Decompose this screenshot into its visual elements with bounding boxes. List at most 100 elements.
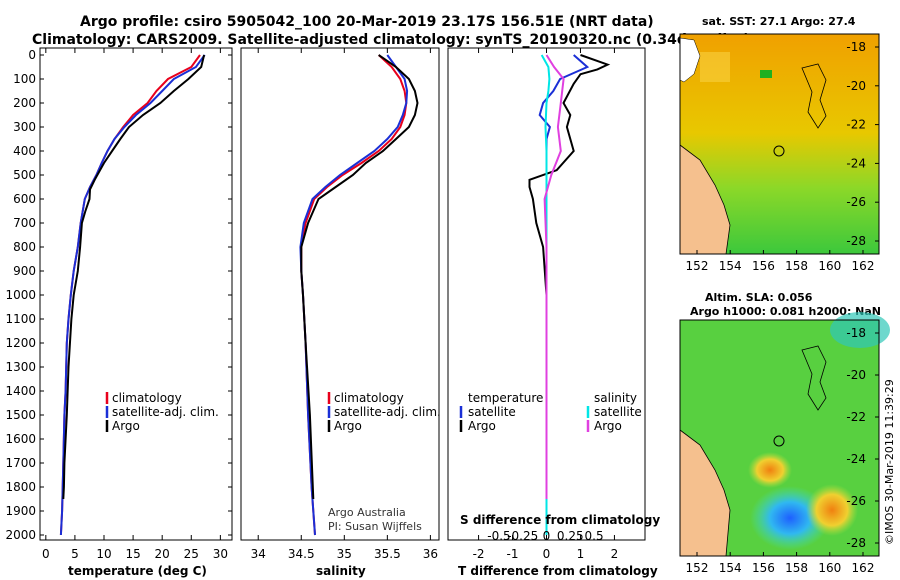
difference-legend: temperature satellite Argo salinity sate… bbox=[459, 391, 642, 433]
lat-tick-label: -20 bbox=[846, 368, 866, 382]
sst-map: sat. SST: 27.1 Argo: 27.4 -18 -20 -22 -24 -2… bbox=[679, 15, 880, 273]
x-tick-label: 2 bbox=[611, 547, 619, 561]
legend-temperature-title: temperature bbox=[468, 391, 543, 405]
legend-s-satellite-label: satellite bbox=[594, 405, 642, 419]
temperature-x-ticks: 0 5 10 15 20 25 30 bbox=[42, 48, 228, 561]
lat-tick-label: -28 bbox=[846, 234, 866, 248]
sla-high-anomaly bbox=[806, 484, 858, 536]
x-tick-label: 0 bbox=[543, 547, 551, 561]
depth-tick-label: 900 bbox=[13, 264, 36, 278]
sla-reef-contour bbox=[801, 345, 827, 411]
x-tick-label: 0 bbox=[42, 547, 50, 561]
sla-map-title-1: Altim. SLA: 0.056 bbox=[705, 291, 813, 304]
sla-map-title-2: Argo h1000: 0.081 h2000: NaN bbox=[690, 305, 881, 318]
lon-tick-label: 156 bbox=[752, 259, 775, 273]
depth-tick-label: 1600 bbox=[5, 432, 36, 446]
depth-tick-label: 1800 bbox=[5, 480, 36, 494]
s-diff-tick-label: 0 bbox=[543, 529, 551, 543]
depth-tick-label: 1100 bbox=[5, 312, 36, 326]
sst-lon-ticks: 152 154 156 158 160 162 bbox=[686, 250, 875, 273]
lon-tick-label: 154 bbox=[719, 561, 742, 575]
lon-tick-label: 158 bbox=[785, 259, 808, 273]
lon-tick-label: 156 bbox=[752, 561, 775, 575]
sla-cool-patch bbox=[830, 312, 890, 348]
title-line-1: Argo profile: csiro 5905042_100 20-Mar-2… bbox=[80, 14, 654, 30]
lat-tick-label: -22 bbox=[846, 118, 866, 132]
x-tick-label: -1 bbox=[507, 547, 519, 561]
lon-tick-label: 152 bbox=[686, 259, 709, 273]
sla-argo-location bbox=[773, 435, 785, 447]
legend-argo-label: Argo bbox=[334, 419, 362, 433]
x-tick-label: 36 bbox=[423, 547, 438, 561]
x-tick-label: 5 bbox=[71, 547, 79, 561]
lon-tick-label: 152 bbox=[686, 561, 709, 575]
legend-t-satellite-label: satellite bbox=[468, 405, 516, 419]
credit-pi: PI: Susan Wijffels bbox=[328, 520, 422, 533]
series-line-satellite-adj-clim- bbox=[59, 54, 206, 536]
legend-s-argo-label: Argo bbox=[594, 419, 622, 433]
depth-tick-label: 1200 bbox=[5, 336, 36, 350]
x-tick-label: 10 bbox=[96, 547, 111, 561]
x-tick-label: 20 bbox=[155, 547, 170, 561]
lat-tick-label: -20 bbox=[846, 79, 866, 93]
depth-tick-label: 1500 bbox=[5, 408, 36, 422]
sla-map: Altim. SLA: 0.056 Argo h1000: 0.081 h200… bbox=[679, 291, 890, 575]
sst-argo-location bbox=[773, 145, 785, 157]
temperature-xlabel: temperature (deg C) bbox=[68, 564, 207, 578]
depth-tick-label: 100 bbox=[13, 72, 36, 86]
sst-patch-green bbox=[760, 70, 772, 78]
x-tick-label: 25 bbox=[184, 547, 199, 561]
salinity-x-ticks: 34 34.5 35 35.5 36 bbox=[251, 48, 438, 561]
lat-tick-label: -28 bbox=[846, 536, 866, 550]
depth-tick-label: 1000 bbox=[5, 288, 36, 302]
sla-map-frame bbox=[679, 319, 880, 557]
s-diff-tick-label: -0.25 bbox=[507, 529, 538, 543]
lat-tick-label: -24 bbox=[846, 156, 866, 170]
depth-tick-label: 400 bbox=[13, 144, 36, 158]
depth-tick-label: 2000 bbox=[5, 528, 36, 542]
difference-x-ticks: -2 -1 0 1 2 bbox=[473, 48, 619, 561]
salinity-axes-frame bbox=[240, 47, 440, 541]
lon-tick-label: 154 bbox=[719, 259, 742, 273]
sst-map-frame bbox=[679, 33, 880, 255]
depth-tick-label: 1700 bbox=[5, 456, 36, 470]
depth-tick-label: 700 bbox=[13, 216, 36, 230]
temperature-axes-frame bbox=[39, 47, 233, 541]
lat-tick-label: -18 bbox=[846, 40, 866, 54]
sst-lat-ticks: -18 -20 -22 -24 -26 -28 bbox=[846, 40, 879, 248]
x-tick-label: 1 bbox=[577, 547, 585, 561]
depth-tick-label: 1400 bbox=[5, 384, 36, 398]
salinity-legend: climatology satellite-adj. clim. Argo bbox=[327, 391, 441, 433]
s-difference-ticks: -0.5-0.25 0 0.25 0.5 bbox=[487, 529, 603, 543]
temperature-panel: 0100200300400500600700800900100011001200… bbox=[5, 47, 645, 578]
sst-map-title: sat. SST: 27.1 Argo: 27.4 bbox=[702, 15, 856, 28]
lon-tick-label: 162 bbox=[852, 259, 875, 273]
x-tick-label: 35 bbox=[337, 547, 352, 561]
s-difference-xlabel: S difference from climatology bbox=[460, 513, 660, 527]
depth-tick-label: 200 bbox=[13, 96, 36, 110]
depth-tick-label: 1300 bbox=[5, 360, 36, 374]
sla-high-anomaly-2 bbox=[748, 452, 792, 488]
legend-climatology-label: climatology bbox=[334, 391, 404, 405]
depth-tick-label: 0 bbox=[28, 48, 36, 62]
s-diff-tick-label: 0.25 bbox=[557, 529, 584, 543]
difference-series bbox=[528, 54, 611, 535]
temperature-legend: climatology satellite-adj. clim. Argo bbox=[105, 391, 219, 433]
salinity-panel: 34 34.5 35 35.5 36 salinity climatology sate… bbox=[240, 47, 441, 578]
lat-tick-label: -22 bbox=[846, 410, 866, 424]
lon-tick-label: 162 bbox=[852, 561, 875, 575]
series-line-argo bbox=[62, 54, 206, 500]
lat-tick-label: -18 bbox=[846, 326, 866, 340]
depth-tick-label: 800 bbox=[13, 240, 36, 254]
x-tick-label: 30 bbox=[213, 547, 228, 561]
difference-panel: -2 -1 0 1 2 T difference from climatology S … bbox=[447, 47, 660, 578]
depth-tick-label: 300 bbox=[13, 120, 36, 134]
lat-tick-label: -26 bbox=[846, 195, 866, 209]
x-tick-label: 34.5 bbox=[288, 547, 315, 561]
depth-tick-label: 500 bbox=[13, 168, 36, 182]
lon-tick-label: 160 bbox=[818, 561, 841, 575]
lat-tick-label: -26 bbox=[846, 494, 866, 508]
legend-salinity-title: salinity bbox=[594, 391, 637, 405]
temperature-series bbox=[59, 54, 206, 536]
legend-satellite-label: satellite-adj. clim. bbox=[112, 405, 219, 419]
